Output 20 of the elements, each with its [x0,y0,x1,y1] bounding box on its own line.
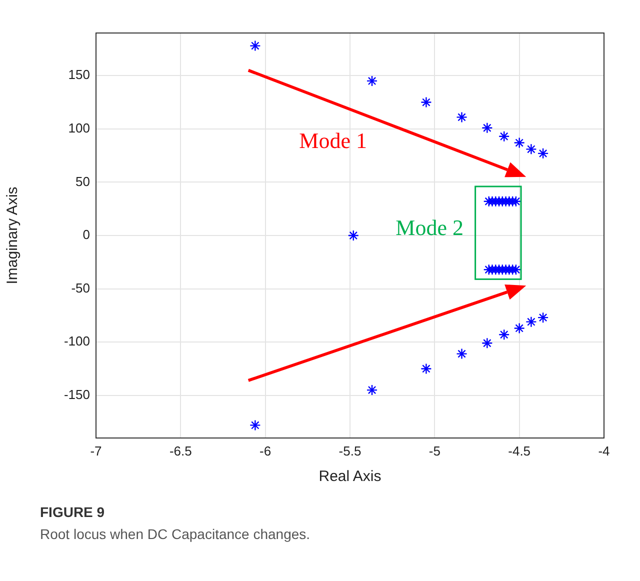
x-tick-label: -5 [428,443,440,458]
y-axis-title: Imaginary Axis [4,186,22,284]
annotation: Mode 1 [299,128,367,153]
y-tick-label: -100 [64,334,90,349]
x-tick-label: -4.5 [508,443,531,458]
text: Root locus when DC Capacitance changes. [40,526,312,542]
y-tick-label: -50 [71,280,90,296]
y-tick-label: 0 [82,227,90,242]
x-axis-title: Real Axis [318,468,382,486]
x-tick-label: -5.5 [338,443,362,458]
y-tick-label: 50 [76,174,90,189]
y-tick-label: -150 [64,386,90,402]
x-tick-label: -6 [260,443,272,458]
y-tick-label: 100 [68,120,90,136]
text: FIGURE 9 [40,504,106,520]
x-tick-label: -7 [90,443,102,458]
y-tick-label: 150 [68,67,90,82]
annotation: Mode 2 [396,215,464,240]
x-tick-label: -4 [598,443,610,458]
x-tick-label: -6.5 [169,443,192,458]
